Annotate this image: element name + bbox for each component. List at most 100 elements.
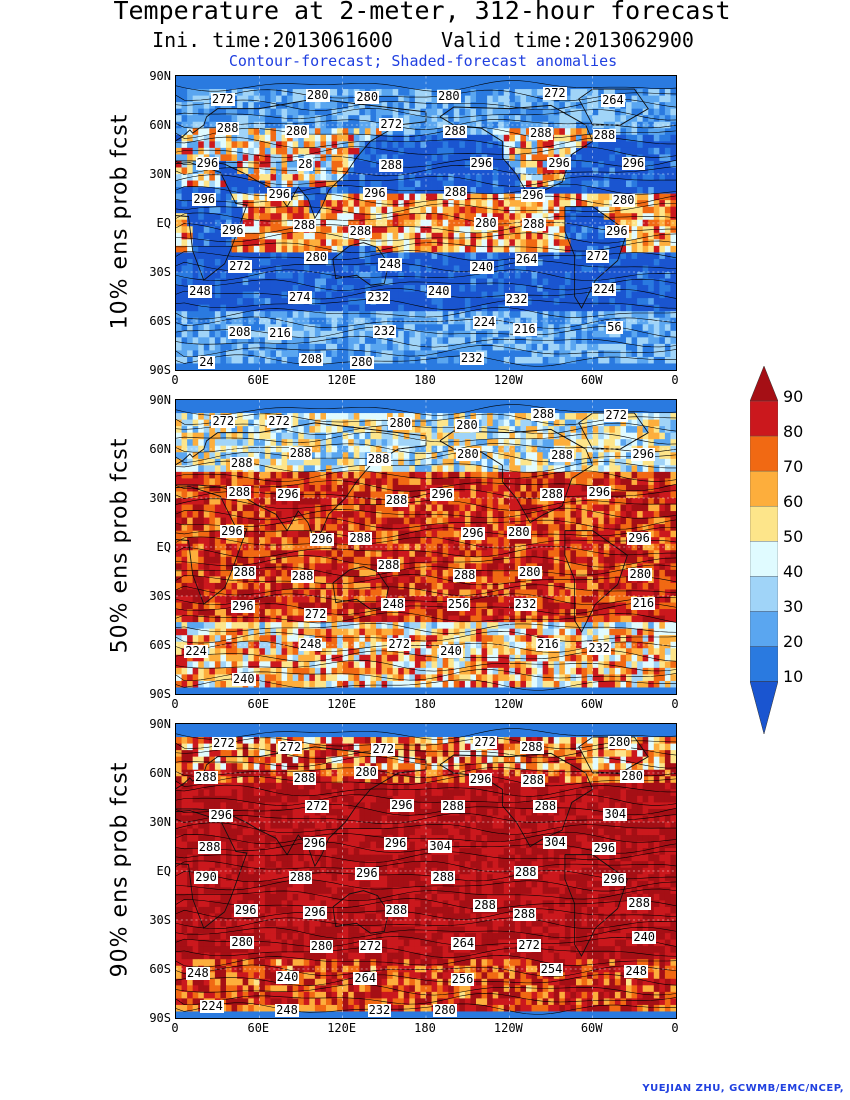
lat-tick-label: EQ — [156, 864, 171, 878]
contour-label: 272 — [210, 92, 235, 107]
contour-label: 296 — [430, 486, 455, 501]
contour-label: 272 — [371, 742, 396, 757]
contour-label: 216 — [512, 322, 537, 337]
lon-tick-label: 60E — [247, 1021, 270, 1035]
contour-label: 272 — [267, 413, 291, 428]
contour-label: 288 — [540, 486, 565, 501]
contour-label: 280 — [355, 90, 380, 105]
contour-label: 240 — [275, 969, 300, 984]
contour-label: 232 — [459, 351, 484, 366]
colorbar-tick-label: 60 — [783, 492, 804, 512]
contour-label: 272 — [358, 938, 383, 953]
contour-label: 288 — [227, 485, 252, 500]
contour-label: 272 — [585, 249, 610, 264]
lat-tick-label: 60N — [149, 118, 171, 132]
contour-label: 288 — [348, 224, 373, 239]
contour-label: 280 — [607, 734, 632, 749]
temperature-contour — [176, 794, 676, 806]
contour-label: 256 — [450, 972, 475, 987]
colorbar-segment — [750, 505, 778, 542]
contour-label: 232 — [587, 640, 612, 655]
temperature-contour — [176, 174, 676, 187]
coastline — [439, 428, 594, 524]
lon-tick-label: 120W — [493, 697, 523, 711]
contour-label: 296 — [520, 187, 545, 202]
colorbar-segment — [750, 400, 778, 437]
contour-label: 288 — [521, 773, 546, 788]
contour-label: 240 — [470, 259, 495, 274]
contour-label: 296 — [267, 186, 292, 201]
temperature-contour — [176, 869, 676, 882]
contour-label: 288 — [384, 493, 409, 508]
contour-label: 296 — [631, 446, 656, 461]
lon-tick-label: 60W — [580, 373, 603, 387]
contour-label: 288 — [531, 407, 556, 421]
contour-label: 232 — [372, 323, 397, 338]
coastline — [564, 206, 628, 309]
contour-label: 296 — [195, 155, 220, 170]
contour-label: 248 — [186, 965, 210, 980]
contour-label: 272 — [604, 407, 629, 422]
temperature-contour — [176, 822, 676, 835]
temperature-contour — [176, 326, 676, 338]
lat-tick-label: 30S — [149, 913, 171, 927]
contour-label: 232 — [367, 1003, 392, 1017]
contour-label: 296 — [209, 808, 234, 823]
contour-label: 288 — [232, 565, 257, 580]
contour-label: 304 — [603, 806, 628, 821]
contour-label: 288 — [443, 185, 468, 200]
temperature-contour — [176, 498, 676, 511]
lon-tick-label: 60W — [580, 1021, 603, 1035]
contour-label: 232 — [504, 291, 529, 306]
credit-text: YUEJIAN ZHU, GCWMB/EMC/NCEP, — [642, 1083, 844, 1094]
contour-label: 272 — [304, 799, 329, 814]
contour-label: 288 — [292, 217, 317, 232]
contour-label: 296 — [303, 905, 327, 920]
contour-label: 232 — [513, 597, 538, 612]
contour-label: 274 — [287, 290, 312, 305]
contour-label: 288 — [441, 799, 465, 814]
contour-label: 280 — [473, 215, 498, 230]
temperature-contour — [176, 146, 676, 158]
colorbar-segment — [750, 541, 778, 577]
contour-label: 224 — [472, 315, 497, 330]
contour-label: 304 — [428, 839, 453, 854]
chart-title: Temperature at 2-meter, 312-hour forecas… — [113, 0, 731, 25]
colorbar-segment — [750, 435, 778, 472]
temperature-contour — [176, 545, 676, 558]
coastline — [439, 104, 594, 200]
contour-label: 280 — [349, 355, 374, 369]
colorbar-tick-label: 80 — [783, 422, 804, 442]
contour-label: 280 — [284, 124, 309, 139]
lon-tick-label: 0 — [171, 373, 179, 387]
contour-label: 280 — [506, 525, 531, 540]
map-panel-3: 272 272 272 272 288 280 288 288 280 296 288 280 296 2… — [175, 723, 677, 1019]
colorbar-tick-label: 30 — [783, 597, 804, 617]
contour-label: 208 — [299, 352, 324, 367]
colorbar-segment — [750, 646, 778, 682]
contour-label: 288 — [550, 448, 574, 463]
colorbar-tick-label: 20 — [783, 632, 804, 652]
contour-label: 248 — [381, 597, 406, 612]
contour-label: 296 — [627, 531, 651, 546]
contour-label: 216 — [536, 637, 560, 652]
lat-tick-label: 90N — [149, 717, 171, 731]
contour-label: 296 — [592, 841, 617, 856]
contour-label: 272 — [379, 117, 404, 132]
chart-subtitle-times: Ini. time:2013061600 Valid time:20130629… — [152, 28, 694, 52]
contour-label: 288 — [197, 839, 222, 854]
contour-label: 272 — [517, 938, 541, 953]
contour-label: 296 — [192, 192, 217, 207]
contour-label: 296 — [310, 531, 334, 546]
lon-tick-label: 60E — [247, 373, 270, 387]
panel-ylabel: 50% ens prob fcst — [107, 437, 133, 654]
lon-tick-label: 180 — [414, 697, 436, 711]
coastline — [564, 530, 628, 633]
panel-ylabel: 10% ens prob fcst — [107, 113, 133, 330]
contour-label: 288 — [513, 864, 538, 879]
lon-tick-label: 0 — [171, 697, 179, 711]
colorbar-tick-label: 90 — [783, 387, 804, 407]
contour-label: 296 — [230, 598, 255, 613]
lat-tick-label: 90N — [149, 393, 171, 407]
contour-label: 264 — [353, 970, 378, 985]
